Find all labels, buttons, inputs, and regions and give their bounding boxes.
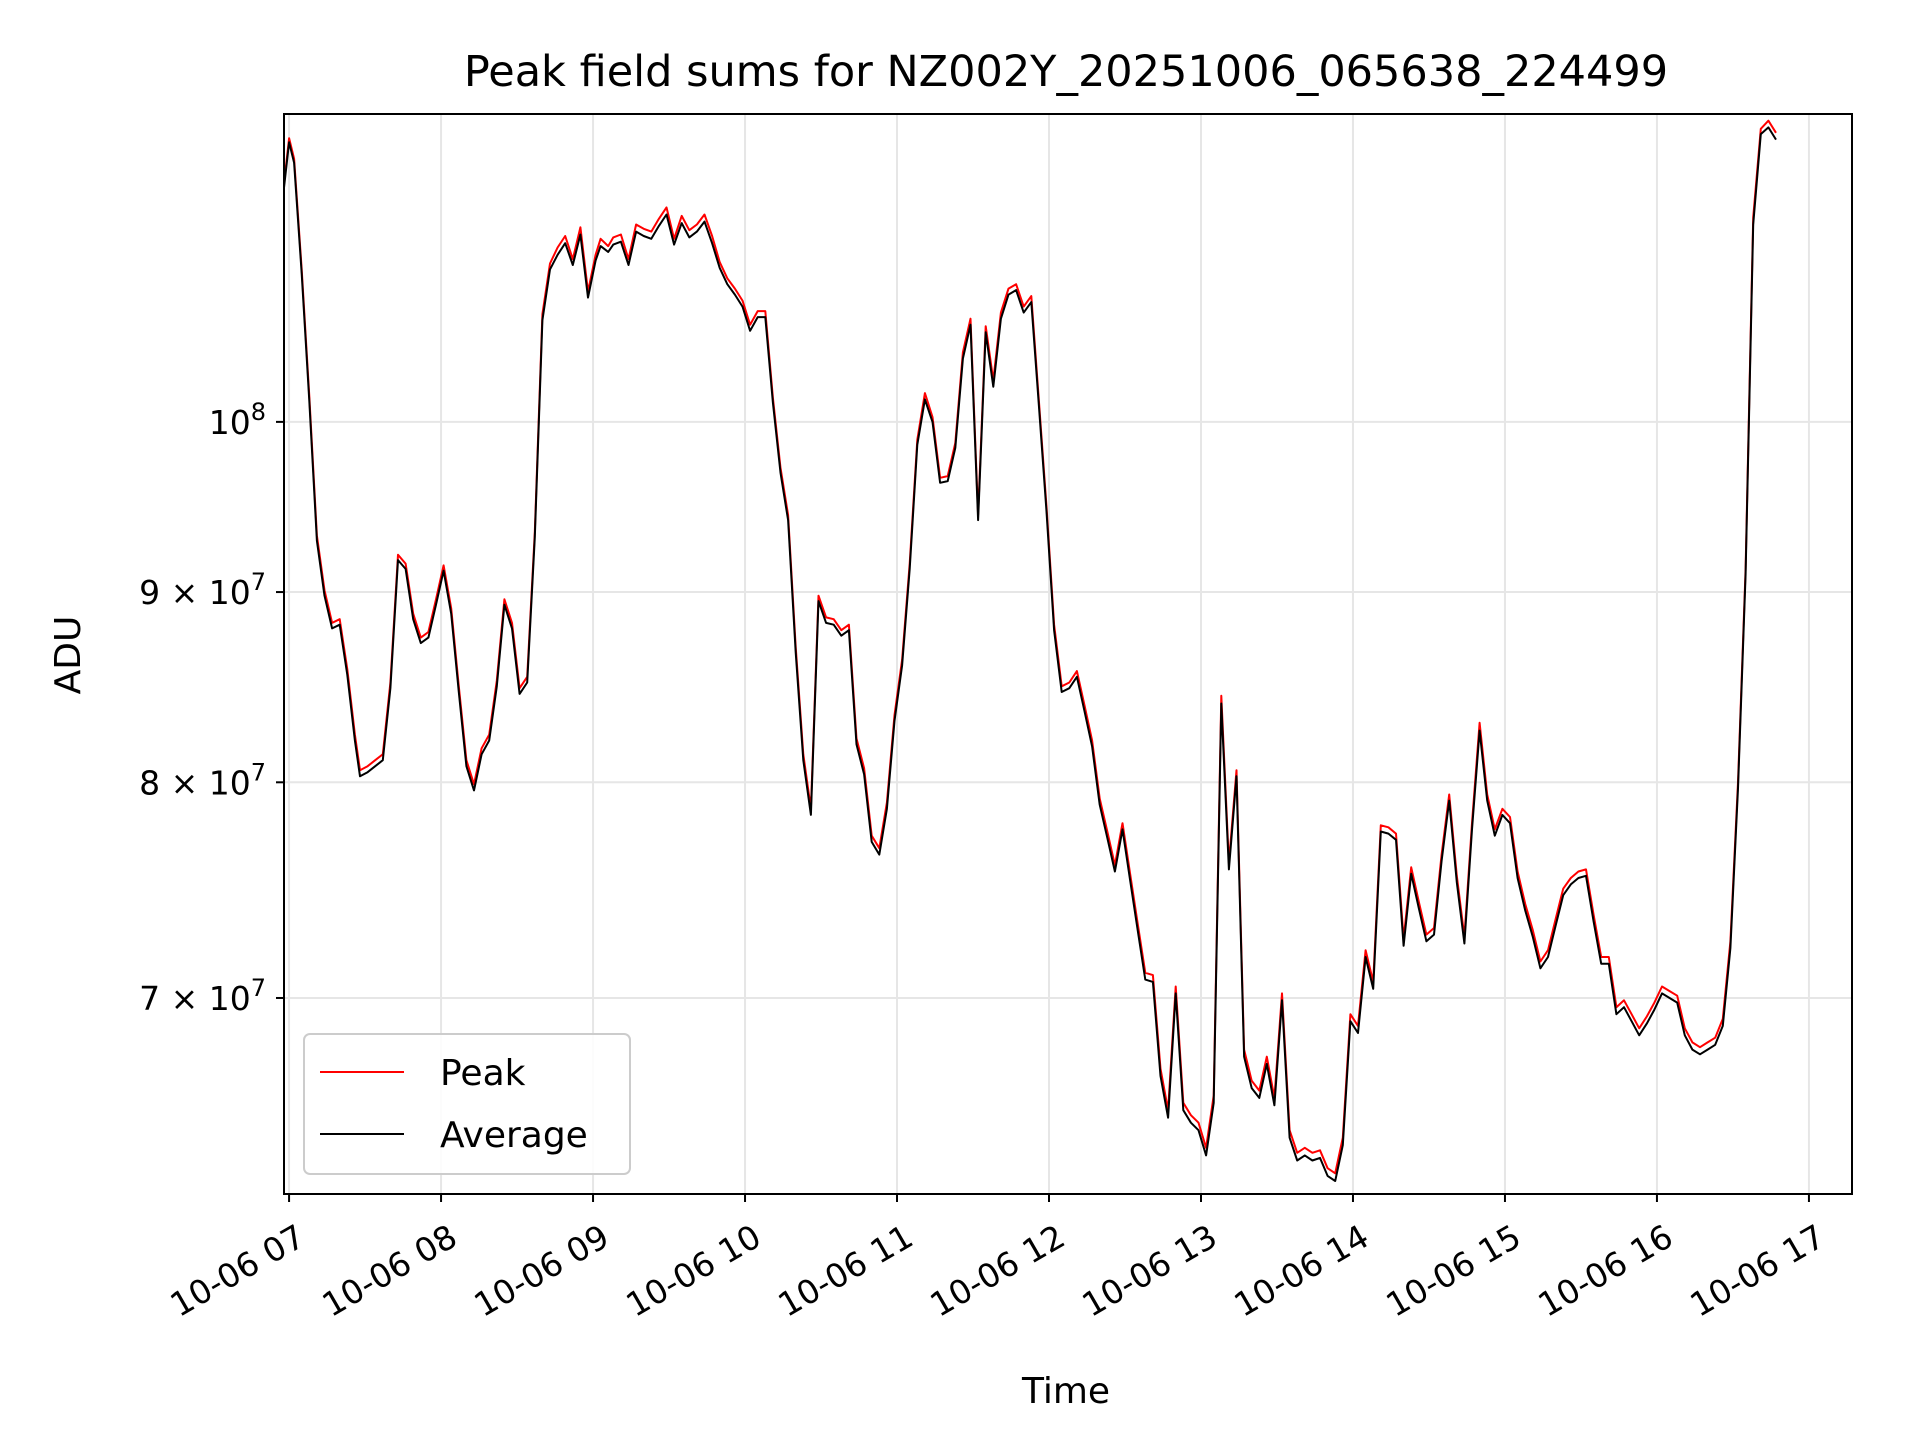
series-line-average bbox=[283, 126, 1777, 1182]
y-tick-label: 108 bbox=[209, 398, 266, 442]
plot-frame bbox=[283, 113, 1853, 1195]
y-tick-label: 7 × 107 bbox=[139, 974, 266, 1018]
legend: Peak Average bbox=[303, 1033, 631, 1175]
legend-box bbox=[303, 1033, 631, 1175]
x-axis-label: Time bbox=[1021, 1371, 1110, 1412]
y-tick-label: 8 × 107 bbox=[139, 758, 266, 802]
series-lines bbox=[283, 119, 1777, 1182]
chart-title: Peak field sums for NZ002Y_20251006_0656… bbox=[464, 47, 1668, 97]
y-tick-label: 9 × 107 bbox=[139, 568, 266, 612]
y-axis-label: ADU bbox=[48, 616, 89, 695]
grid bbox=[284, 114, 1852, 1194]
legend-label-average: Average bbox=[440, 1115, 588, 1156]
legend-label-peak: Peak bbox=[440, 1053, 526, 1094]
